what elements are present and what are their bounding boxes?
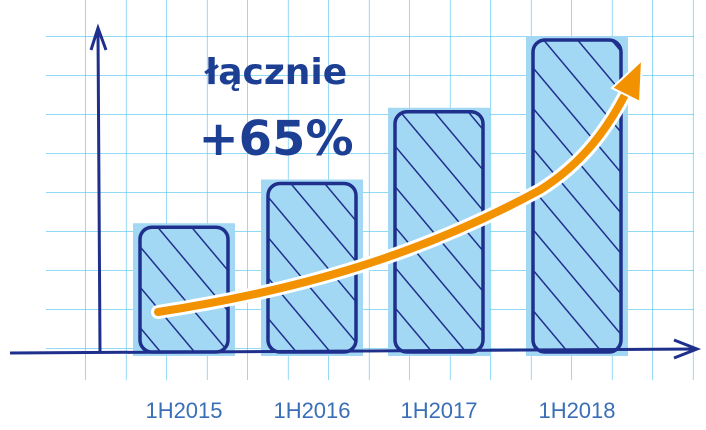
- annotation: łącznie: [204, 52, 347, 93]
- x-tick-label: 1H2018: [538, 398, 615, 423]
- y-axis: [98, 32, 100, 352]
- bar: [533, 40, 621, 352]
- x-tick-label: 1H2017: [400, 398, 477, 423]
- x-tick-label: 1H2016: [273, 398, 350, 423]
- x-tick-label: 1H2015: [145, 398, 222, 423]
- annotation: +65%: [198, 111, 353, 167]
- chart: łącznie +65% 1H2015 1H2016 1H2017 1H2018: [0, 0, 706, 430]
- bar: [140, 227, 228, 352]
